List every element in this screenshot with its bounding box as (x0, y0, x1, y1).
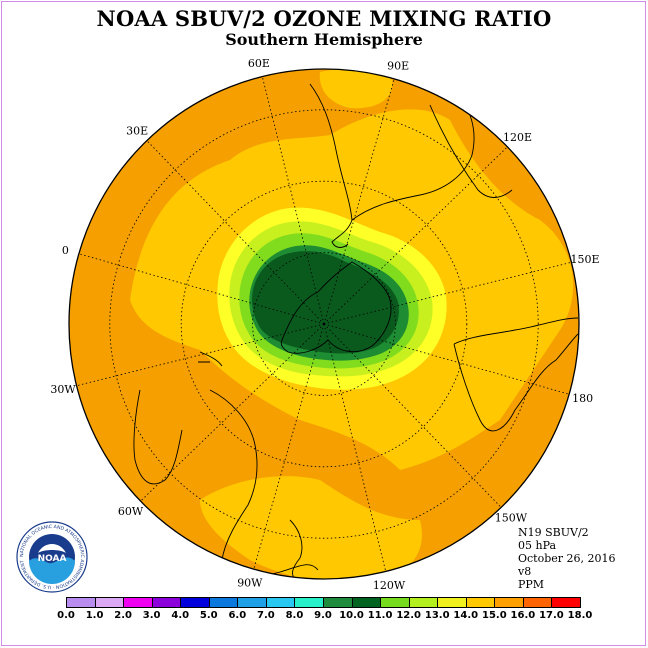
colorbar-cell (180, 597, 210, 608)
meridian-line (323, 78, 395, 325)
lat-lon-grid (76, 76, 572, 572)
ozone-band-13-14-north (319, 69, 393, 109)
units-label: PPM (518, 578, 545, 591)
pressure-level-label: 05 hPa (518, 539, 557, 552)
longitude-labels: 90W 60W 30W 0 30E 60E 90E 120E 150E 180 150W 120W (50, 57, 599, 592)
metadata-block: N19 SBUV/2 05 hPa October 26, 2016 v8 PP… (518, 526, 616, 591)
meridian-line (78, 253, 325, 325)
colorbar-cell (351, 597, 382, 608)
colorbar-tick-label: 9.0 (314, 610, 332, 621)
colorbar-tick-label: 8.0 (285, 610, 304, 621)
coastlines (133, 83, 579, 579)
colorbar-cell (408, 597, 439, 608)
longitude-label: 150W (495, 512, 528, 525)
colorbar-cell (380, 597, 410, 608)
figure-title: NOAA SBUV/2 OZONE MIXING RATIO (96, 6, 552, 31)
longitude-label: 180 (572, 392, 593, 405)
meridian-line (76, 323, 325, 387)
meridian-line (323, 323, 570, 395)
latitude-circle (109, 109, 539, 539)
longitude-label: 60W (118, 505, 144, 518)
longitude-label: 30W (50, 383, 76, 396)
satellite-label: N19 SBUV/2 (518, 526, 589, 539)
colorbar-cell (123, 597, 153, 608)
longitude-label: 120E (503, 131, 532, 144)
longitude-label: 120W (373, 579, 406, 592)
colorbar-cell (151, 597, 182, 608)
meridian-line (253, 323, 325, 570)
colorbar-cell (323, 597, 353, 608)
version-label: v8 (518, 565, 532, 578)
colorbar-tick-label: 12.0 (396, 610, 421, 621)
colorbar-cell (522, 597, 553, 608)
colorbar-tick-label: 3.0 (142, 610, 161, 621)
colorbar-tick-label: 15.0 (481, 610, 507, 621)
longitude-label: 90E (387, 59, 409, 72)
colorbar-cell (294, 597, 324, 608)
colorbar-tick-label: 2.0 (114, 610, 132, 621)
longitude-label: 60E (248, 57, 270, 70)
longitude-label: 30E (126, 124, 148, 137)
colorbar (66, 597, 581, 608)
colorbar-tick-label: 11.0 (367, 610, 393, 621)
colorbar-cell (465, 597, 496, 608)
meridian-line (146, 140, 325, 325)
colorbar-cell (437, 597, 467, 608)
colorbar-tick-label: 18.0 (567, 610, 593, 621)
meridian-line (323, 261, 572, 325)
meridian-line (261, 76, 325, 325)
longitude-label: 0 (62, 244, 69, 257)
colorbar-cell (94, 597, 125, 608)
latitude-circle (180, 180, 468, 468)
colorbar-cell (551, 597, 581, 608)
meridian-line (323, 146, 508, 325)
colorbar-tick-label: 10.0 (339, 610, 364, 621)
logo-text: NOAA (38, 554, 67, 564)
ozone-band-13-14-south (200, 476, 422, 579)
colorbar-cell (265, 597, 296, 608)
colorbar-tick-label: 13.0 (424, 610, 450, 621)
ozone-field (69, 69, 579, 579)
colorbar-tick-label: 16.0 (510, 610, 536, 621)
date-label: October 26, 2016 (518, 552, 616, 565)
longitude-label: 150E (570, 253, 599, 266)
meridian-line (140, 323, 325, 502)
colorbar-cell (494, 597, 524, 608)
colorbar-tick-label: 0.0 (57, 610, 75, 621)
colorbar-tick-label: 5.0 (199, 610, 218, 621)
colorbar-tick-label: 14.0 (453, 610, 479, 621)
meridian-line (323, 323, 387, 572)
colorbar-tick-label: 6.0 (228, 610, 247, 621)
longitude-label: 90W (237, 577, 263, 590)
noaa-logo: NATIONAL OCEANIC AND ATMOSPHERIC ADMINIS… (16, 521, 88, 593)
meridian-line (323, 323, 502, 508)
ozone-band-8-9 (252, 251, 399, 354)
colorbar-tick-label: 1.0 (85, 610, 104, 621)
figure-subtitle: Southern Hemisphere (225, 30, 423, 49)
colorbar-cell (208, 597, 239, 608)
colorbar-tick-label: 7.0 (257, 610, 275, 621)
hemisphere-boundary (68, 68, 580, 580)
colorbar-tick-label: 4.0 (171, 610, 190, 621)
colorbar-cell (237, 597, 267, 608)
colorbar-cell (66, 597, 96, 608)
colorbar-tick-label: 17.0 (539, 610, 564, 621)
